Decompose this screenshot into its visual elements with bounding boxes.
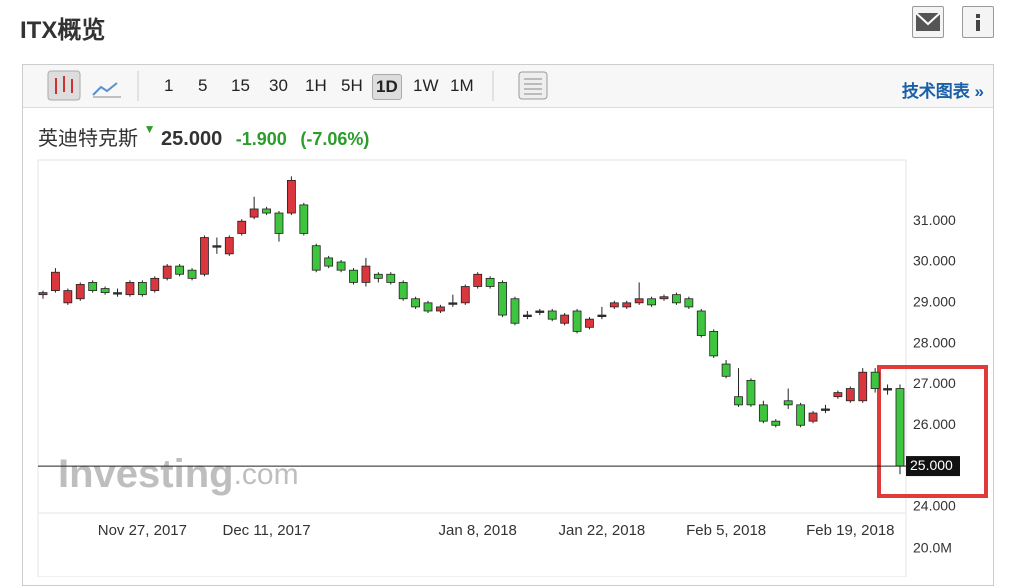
- change-percent: (-7.06%): [300, 129, 370, 149]
- toolbar-icons: [47, 70, 548, 101]
- email-icon: [915, 12, 941, 31]
- stock-name: 英迪特克斯: [38, 128, 138, 150]
- interval-button[interactable]: 1H: [305, 76, 327, 95]
- price: 25.000: [161, 128, 223, 150]
- interval-button[interactable]: 5: [198, 76, 208, 95]
- interval-button[interactable]: 30: [269, 76, 288, 95]
- interval-button[interactable]: 1D: [372, 74, 402, 100]
- email-button[interactable]: [912, 6, 944, 38]
- down-arrow: ▼: [143, 122, 156, 136]
- info-icon: [976, 14, 980, 31]
- interval-button[interactable]: 5H: [341, 76, 363, 95]
- interval-button[interactable]: 1: [164, 76, 174, 95]
- info-button[interactable]: [962, 6, 994, 38]
- change: -1.900: [235, 129, 287, 149]
- quote: 英迪特克斯 ▼ 25.000 -1.900 (-7.06%): [38, 122, 369, 151]
- interval-button[interactable]: 1W: [413, 76, 439, 95]
- technical-chart-link[interactable]: 技术图表 »: [901, 82, 984, 101]
- interval-button[interactable]: 15: [231, 76, 250, 95]
- toolbar: [23, 65, 993, 108]
- page-title: ITX概览: [20, 17, 106, 44]
- interval-button[interactable]: 1M: [450, 76, 474, 95]
